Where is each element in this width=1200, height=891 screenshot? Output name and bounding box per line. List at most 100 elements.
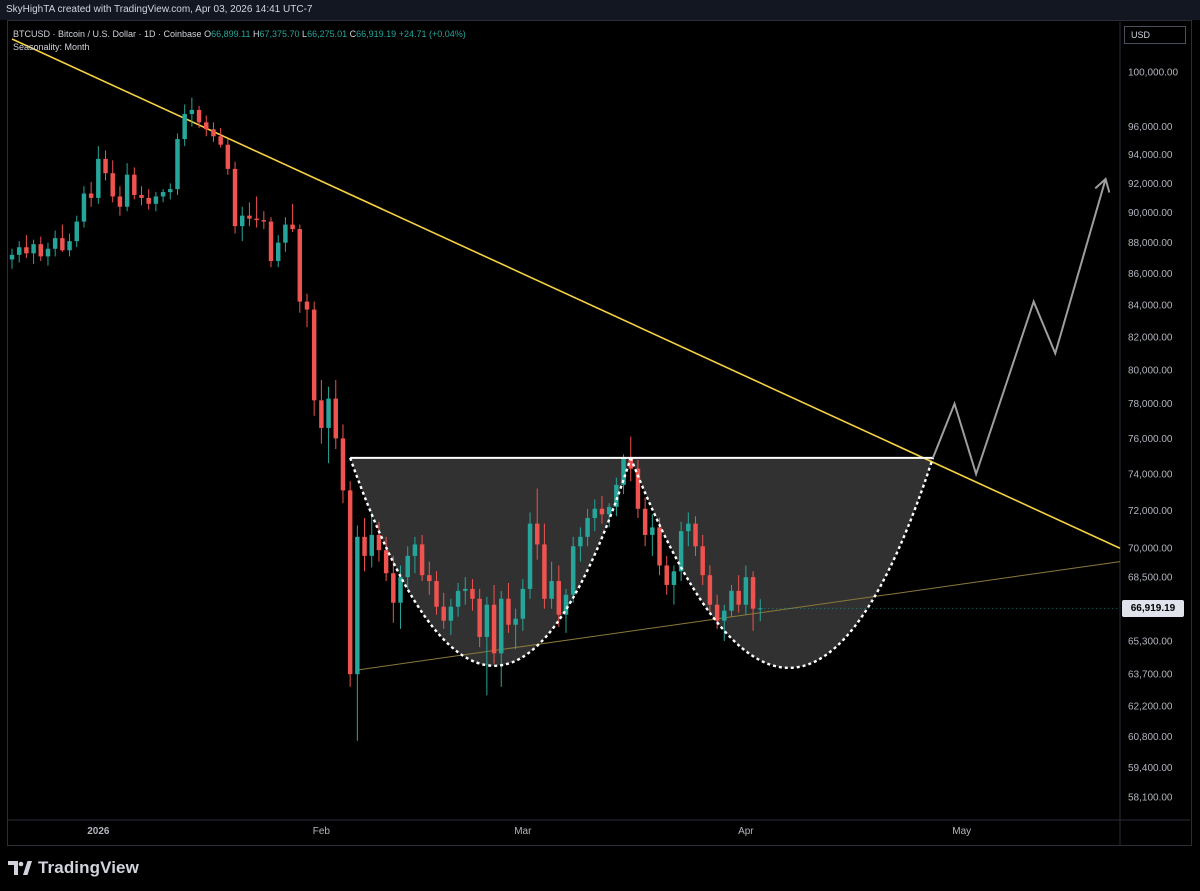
price-tick-label: 94,000.00: [1128, 150, 1173, 161]
legend-close: 66,919.19: [356, 29, 397, 39]
candle-body: [484, 604, 490, 637]
price-tick-label: 78,000.00: [1128, 399, 1173, 410]
candle: [506, 583, 511, 633]
candle: [81, 186, 87, 228]
currency-selector[interactable]: USD: [1124, 26, 1186, 44]
candle-body: [527, 523, 533, 589]
candle: [455, 583, 461, 617]
projection-path: [932, 178, 1107, 478]
candle: [722, 604, 727, 642]
candle: [103, 150, 108, 181]
legend-high-key: H: [252, 29, 260, 39]
candle: [225, 139, 231, 175]
candle: [693, 516, 698, 556]
price-tick-label: 60,800.00: [1128, 732, 1173, 743]
candle-body: [297, 229, 303, 302]
time-tick-label: Feb: [313, 826, 331, 837]
candle: [355, 525, 360, 741]
candle: [513, 608, 518, 650]
candle-body: [132, 174, 137, 195]
candle-body: [455, 590, 461, 607]
candle-body: [477, 598, 482, 637]
candle: [736, 575, 741, 613]
candle: [470, 579, 475, 611]
candle: [650, 514, 655, 556]
candle-body: [412, 544, 418, 556]
candle-body: [736, 590, 741, 605]
candle-body: [268, 221, 274, 262]
candle-body: [355, 536, 360, 675]
candle-body: [153, 196, 159, 204]
tradingview-logo[interactable]: TradingView: [8, 857, 139, 879]
candle-body: [542, 544, 547, 599]
candle: [204, 115, 209, 137]
candle-body: [347, 490, 353, 675]
candle-body: [254, 218, 259, 221]
candle: [621, 454, 626, 495]
drawings-back-layer: [11, 38, 1121, 671]
legend-symbol-row: BTCUSD · Bitcoin / U.S. Dollar · 1D · Co…: [13, 28, 466, 41]
axes-layer: [8, 22, 1190, 846]
candle-body: [232, 168, 238, 227]
candle-body: [16, 247, 22, 255]
candle: [139, 186, 144, 206]
candle: [326, 386, 331, 464]
ascending-support-line: [357, 561, 1121, 671]
legend-change: +24.71 (+0.04%): [398, 29, 466, 39]
candle: [563, 588, 569, 633]
candle: [16, 241, 22, 263]
candle: [9, 248, 15, 269]
candle-body: [549, 581, 554, 599]
candle-body: [671, 571, 677, 585]
candle-body: [441, 606, 446, 621]
candle: [585, 508, 590, 547]
candle-body: [635, 468, 641, 509]
candle-body: [45, 248, 51, 257]
legend-low: 66,275.01: [307, 29, 348, 39]
candle: [160, 189, 166, 203]
legend-high: 67,375.70: [259, 29, 300, 39]
candle: [196, 105, 202, 128]
candle: [405, 546, 410, 589]
chart-frame[interactable]: [7, 20, 1192, 846]
candle-body: [657, 527, 662, 566]
legend-indicator[interactable]: Seasonality: Month: [13, 42, 90, 52]
legend-low-key: L: [302, 29, 308, 39]
candle-body: [326, 398, 331, 428]
candle: [542, 523, 547, 609]
candle: [275, 235, 281, 268]
projection-arrowhead: [1094, 177, 1111, 193]
candle-body: [189, 109, 195, 115]
candle-body: [9, 254, 15, 260]
price-tick-label: 80,000.00: [1128, 365, 1173, 376]
candle-body: [463, 588, 468, 591]
price-tick-label: 74,000.00: [1128, 470, 1173, 481]
chart-legend: BTCUSD · Bitcoin / U.S. Dollar · 1D · Co…: [13, 28, 466, 54]
price-tick-label: 59,400.00: [1128, 763, 1173, 774]
credit-text: SkyHighTA created with TradingView.com, …: [6, 4, 313, 15]
candle: [412, 536, 418, 574]
candle: [45, 242, 51, 266]
candle: [254, 196, 259, 228]
candle-body: [578, 536, 583, 547]
time-tick-label: May: [952, 826, 971, 837]
candle-body: [168, 189, 173, 193]
candle: [369, 512, 374, 568]
tradingview-logo-icon: [8, 861, 32, 875]
candle-body: [592, 508, 598, 519]
price-tick-label: 82,000.00: [1128, 332, 1173, 343]
candle-body: [678, 531, 684, 572]
candle-body: [664, 565, 669, 585]
candle-body: [470, 588, 475, 599]
candle: [686, 512, 691, 547]
price-tick-label: 68,500.00: [1128, 573, 1173, 584]
candle-body: [24, 247, 29, 254]
time-tick-label: 2026: [87, 826, 110, 837]
candle: [96, 146, 101, 204]
candle: [132, 167, 137, 200]
candle-body: [362, 536, 367, 556]
candle: [484, 596, 490, 696]
candle: [110, 160, 115, 203]
candle-body: [758, 608, 763, 610]
